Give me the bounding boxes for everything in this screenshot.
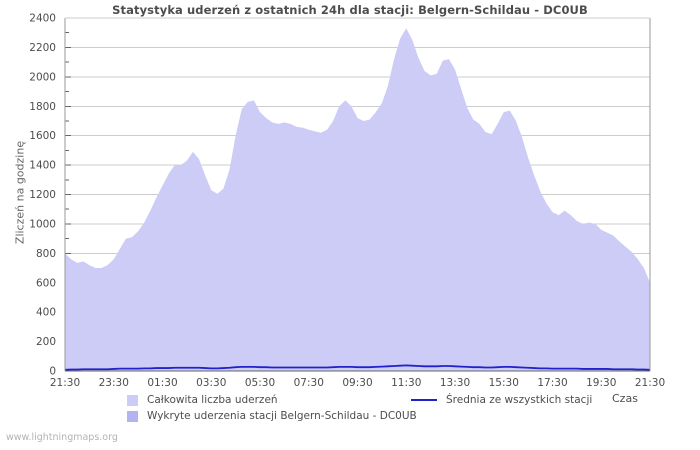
x-axis-tick-labels: 21:30 23:30 01:30 03:30 05:30 07:30 09:30 11:30… bbox=[50, 377, 665, 389]
legend-label-average: Średnia ze wszystkich stacji bbox=[446, 394, 593, 406]
svg-text:15:30: 15:30 bbox=[489, 377, 519, 389]
legend-item-average[interactable]: Średnia ze wszystkich stacji bbox=[411, 392, 592, 408]
svg-text:1200: 1200 bbox=[29, 189, 56, 201]
legend-label-total: Całkowita liczba uderzeń bbox=[147, 394, 278, 406]
y-axis-tick-labels: 0 200 400 600 800 1000 1200 1400 1600 1800 2000 220… bbox=[29, 13, 56, 378]
svg-text:1000: 1000 bbox=[29, 218, 56, 230]
x-axis-title: Czas bbox=[612, 392, 638, 405]
area-series-group bbox=[65, 28, 650, 371]
chart-legend: Całkowita liczba uderzeń Wykryte uderzen… bbox=[0, 390, 700, 430]
svg-text:2200: 2200 bbox=[29, 42, 56, 54]
page-title: Statystyka uderzeń z ostatnich 24h dla s… bbox=[112, 3, 588, 17]
svg-text:800: 800 bbox=[36, 248, 56, 260]
svg-text:03:30: 03:30 bbox=[196, 377, 226, 389]
svg-text:400: 400 bbox=[36, 307, 56, 319]
svg-text:2400: 2400 bbox=[29, 13, 56, 25]
y-axis-title: Zliczeń na godzinę bbox=[13, 140, 27, 245]
svg-text:05:30: 05:30 bbox=[245, 377, 275, 389]
svg-text:0: 0 bbox=[49, 366, 56, 378]
legend-swatch-icon-station bbox=[127, 410, 138, 422]
legend-line-icon-average bbox=[411, 399, 437, 401]
svg-text:09:30: 09:30 bbox=[342, 377, 372, 389]
svg-text:07:30: 07:30 bbox=[294, 377, 324, 389]
legend-swatch-icon-total bbox=[127, 394, 138, 406]
svg-text:17:30: 17:30 bbox=[537, 377, 567, 389]
svg-text:01:30: 01:30 bbox=[147, 377, 177, 389]
line-series-group bbox=[64, 364, 651, 371]
legend-item-total[interactable]: Całkowita liczba uderzeń bbox=[127, 392, 278, 408]
legend-label-station: Wykryte uderzenia stacji Belgern-Schilda… bbox=[147, 410, 417, 422]
svg-text:1600: 1600 bbox=[29, 130, 56, 142]
watermark-text: www.lightningmaps.org bbox=[6, 432, 118, 443]
svg-text:21:30: 21:30 bbox=[635, 377, 665, 389]
svg-text:19:30: 19:30 bbox=[586, 377, 616, 389]
legend-item-station[interactable]: Wykryte uderzenia stacji Belgern-Schilda… bbox=[127, 408, 417, 424]
svg-text:200: 200 bbox=[36, 336, 56, 348]
svg-text:1800: 1800 bbox=[29, 101, 56, 113]
axis-frame bbox=[64, 17, 651, 372]
svg-text:1400: 1400 bbox=[29, 160, 56, 172]
svg-text:2000: 2000 bbox=[29, 71, 56, 83]
svg-text:11:30: 11:30 bbox=[391, 377, 421, 389]
svg-text:23:30: 23:30 bbox=[99, 377, 129, 389]
svg-text:600: 600 bbox=[36, 277, 56, 289]
svg-text:13:30: 13:30 bbox=[440, 377, 470, 389]
svg-text:21:30: 21:30 bbox=[50, 377, 80, 389]
